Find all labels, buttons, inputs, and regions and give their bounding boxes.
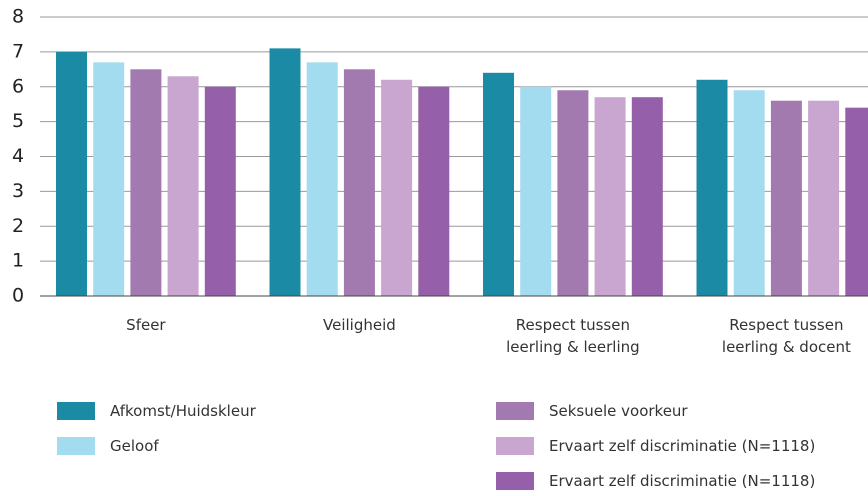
bar bbox=[845, 107, 868, 296]
bar bbox=[594, 97, 626, 297]
bar bbox=[269, 48, 301, 297]
bar bbox=[557, 90, 589, 296]
legend-swatch bbox=[496, 472, 534, 490]
bar bbox=[56, 51, 87, 296]
y-tick-label: 0 bbox=[12, 285, 24, 307]
bar bbox=[733, 90, 765, 296]
bar bbox=[167, 76, 199, 296]
y-tick-label: 5 bbox=[12, 110, 24, 132]
legend-label: Seksuele voorkeur bbox=[549, 402, 688, 420]
legend-swatch bbox=[496, 437, 534, 455]
bar bbox=[93, 62, 125, 297]
y-tick-label: 2 bbox=[12, 215, 24, 237]
legend-label: Geloof bbox=[110, 437, 159, 455]
y-tick-label: 8 bbox=[12, 6, 24, 28]
bar bbox=[696, 79, 728, 297]
legend-label: Afkomst/Huidskleur bbox=[110, 402, 256, 420]
bar bbox=[381, 79, 413, 297]
bar bbox=[770, 100, 802, 296]
y-tick-label: 6 bbox=[12, 75, 24, 97]
bar bbox=[483, 72, 514, 296]
bar bbox=[343, 69, 375, 296]
y-tick-label: 3 bbox=[12, 180, 24, 202]
legend-swatch bbox=[496, 402, 534, 420]
x-tick-label: Respect tussen leerling & leerling bbox=[506, 316, 640, 356]
legend-swatch bbox=[57, 437, 95, 455]
bar bbox=[204, 86, 236, 296]
x-tick-label: Sfeer bbox=[126, 316, 166, 334]
legend-label: Ervaart zelf discriminatie (N=1118) bbox=[549, 437, 816, 455]
x-tick-label: Veiligheid bbox=[323, 316, 396, 334]
bar bbox=[520, 86, 552, 296]
bar bbox=[418, 86, 450, 296]
x-tick-label: Respect tussen leerling & docent bbox=[721, 316, 851, 356]
y-tick-label: 7 bbox=[12, 40, 24, 62]
y-tick-label: 4 bbox=[12, 145, 24, 167]
bar bbox=[631, 97, 663, 297]
y-tick-label: 1 bbox=[12, 250, 24, 272]
bar bbox=[306, 62, 338, 297]
bar bbox=[130, 69, 162, 296]
legend-label: Ervaart zelf discriminatie (N=1118) bbox=[549, 472, 816, 490]
bar bbox=[808, 100, 840, 296]
legend-swatch bbox=[57, 402, 95, 420]
